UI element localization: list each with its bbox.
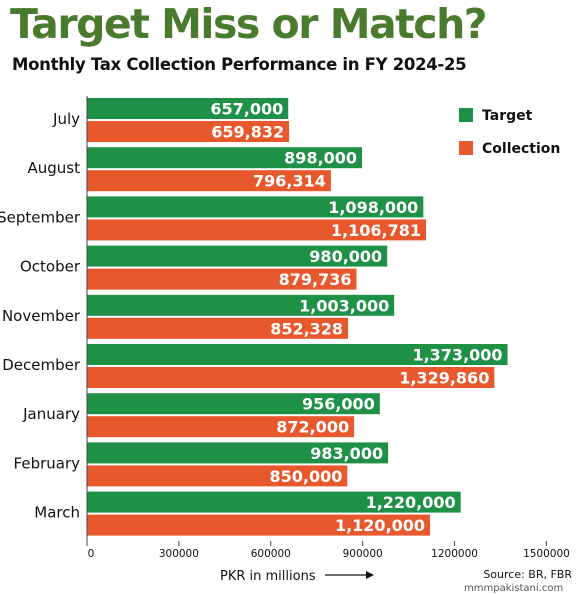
month-label-august: August [28, 159, 81, 177]
x-tick-label-0: 0 [88, 548, 95, 560]
month-label-january: January [22, 405, 80, 423]
collection-bar-march [87, 514, 431, 536]
x-tick-label-900000: 900000 [343, 548, 383, 560]
target-bar-july [87, 98, 289, 119]
collection-bar-september [87, 219, 427, 241]
target-value-february: 983,000 [310, 444, 383, 463]
chart-subtitle: Monthly Tax Collection Performance in FY… [12, 55, 467, 74]
collection-value-october: 879,736 [279, 270, 352, 289]
collection-value-january: 872,000 [276, 418, 349, 437]
target-value-january: 956,000 [302, 395, 375, 414]
legend-swatch-collection [459, 141, 473, 155]
target-value-september: 1,098,000 [328, 198, 418, 217]
legend-swatch-target [459, 108, 473, 122]
watermark: mmmpakistani.com [464, 583, 564, 594]
target-bar-september [87, 196, 424, 218]
target-value-november: 1,003,000 [299, 296, 389, 315]
target-value-march: 1,220,000 [366, 493, 456, 512]
month-label-february: February [14, 454, 81, 472]
x-axis-label: PKR in millions [220, 569, 316, 584]
x-tick-label-600000: 600000 [251, 548, 291, 560]
month-label-november: November [2, 307, 81, 325]
month-label-december: December [2, 356, 81, 374]
x-tick-label-300000: 300000 [159, 548, 199, 560]
collection-bar-november [87, 317, 349, 339]
collection-value-february: 850,000 [269, 467, 342, 486]
page-title: Target Miss or Match? [10, 0, 488, 48]
collection-value-march: 1,120,000 [335, 516, 425, 535]
target-value-december: 1,373,000 [412, 346, 502, 365]
collection-bar-august [87, 170, 331, 192]
month-label-september: September [0, 208, 81, 226]
target-bar-august [87, 147, 363, 169]
target-bar-february [87, 442, 389, 464]
target-bar-november [87, 294, 395, 316]
legend-label-collection: Collection [482, 141, 560, 157]
month-label-march: March [34, 504, 80, 522]
x-tick-label-1200000: 1200000 [431, 548, 478, 560]
collection-value-december: 1,329,860 [399, 369, 489, 388]
collection-bar-january [87, 416, 355, 438]
target-bar-january [87, 393, 380, 415]
month-label-july: July [52, 110, 80, 128]
target-value-october: 980,000 [309, 247, 382, 266]
axis-arrow-icon [366, 571, 374, 579]
collection-value-november: 852,328 [270, 319, 343, 338]
target-bar-december [87, 344, 508, 365]
target-bar-march [87, 491, 461, 513]
collection-value-september: 1,106,781 [331, 221, 421, 240]
collection-bar-february [87, 465, 348, 487]
collection-value-august: 796,314 [253, 172, 326, 191]
target-value-july: 657,000 [210, 100, 283, 119]
target-bar-october [87, 245, 388, 267]
collection-bar-july [87, 121, 290, 142]
source-note: Source: BR, FBR [483, 568, 572, 581]
collection-bar-december [87, 367, 495, 388]
collection-bar-october [87, 268, 357, 290]
legend-label-target: Target [482, 108, 533, 124]
month-label-october: October [20, 258, 81, 276]
target-value-august: 898,000 [284, 149, 357, 168]
collection-value-july: 659,832 [211, 123, 284, 142]
x-tick-label-1500000: 1500000 [523, 548, 570, 560]
